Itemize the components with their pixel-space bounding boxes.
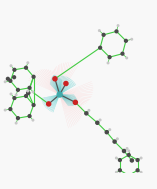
- Circle shape: [127, 174, 130, 177]
- Circle shape: [121, 52, 124, 55]
- Circle shape: [102, 33, 105, 36]
- Circle shape: [130, 159, 133, 162]
- Circle shape: [131, 39, 133, 40]
- Circle shape: [128, 179, 130, 180]
- Circle shape: [28, 86, 31, 89]
- Circle shape: [32, 75, 35, 78]
- Circle shape: [64, 81, 68, 86]
- Circle shape: [140, 157, 142, 159]
- Circle shape: [27, 91, 30, 94]
- Circle shape: [136, 169, 139, 172]
- Circle shape: [47, 102, 51, 106]
- Circle shape: [116, 171, 117, 173]
- Circle shape: [122, 149, 126, 153]
- Circle shape: [32, 104, 35, 106]
- Circle shape: [99, 30, 100, 31]
- Circle shape: [88, 110, 90, 111]
- Circle shape: [128, 150, 130, 152]
- Circle shape: [125, 39, 127, 42]
- Circle shape: [105, 131, 108, 134]
- Circle shape: [13, 68, 16, 71]
- Circle shape: [109, 129, 111, 130]
- Circle shape: [126, 57, 127, 59]
- Circle shape: [73, 100, 77, 104]
- Circle shape: [136, 159, 139, 161]
- Circle shape: [99, 119, 101, 121]
- Circle shape: [117, 25, 119, 26]
- Circle shape: [115, 30, 118, 33]
- Circle shape: [9, 108, 12, 111]
- Circle shape: [6, 77, 9, 80]
- Circle shape: [16, 117, 19, 119]
- Circle shape: [53, 77, 57, 81]
- Circle shape: [107, 62, 109, 64]
- Circle shape: [99, 46, 102, 49]
- Circle shape: [27, 90, 29, 92]
- Circle shape: [15, 122, 17, 124]
- Circle shape: [113, 140, 116, 143]
- Circle shape: [13, 76, 16, 79]
- Circle shape: [28, 115, 31, 118]
- Circle shape: [85, 112, 88, 115]
- Circle shape: [116, 157, 117, 159]
- Circle shape: [27, 62, 29, 64]
- Circle shape: [25, 66, 27, 69]
- Circle shape: [57, 92, 62, 97]
- Circle shape: [9, 79, 12, 82]
- Circle shape: [25, 94, 27, 97]
- Circle shape: [32, 91, 34, 93]
- Circle shape: [4, 109, 6, 111]
- Circle shape: [126, 148, 128, 149]
- Circle shape: [15, 94, 17, 96]
- Circle shape: [10, 65, 12, 67]
- Circle shape: [119, 169, 121, 172]
- Circle shape: [10, 93, 12, 95]
- Circle shape: [16, 88, 19, 91]
- Circle shape: [127, 153, 130, 156]
- Circle shape: [4, 81, 6, 83]
- Circle shape: [140, 171, 142, 173]
- Circle shape: [117, 138, 118, 140]
- Circle shape: [32, 119, 34, 121]
- Circle shape: [96, 121, 99, 124]
- Circle shape: [108, 56, 111, 59]
- Circle shape: [119, 159, 121, 161]
- Circle shape: [13, 97, 16, 99]
